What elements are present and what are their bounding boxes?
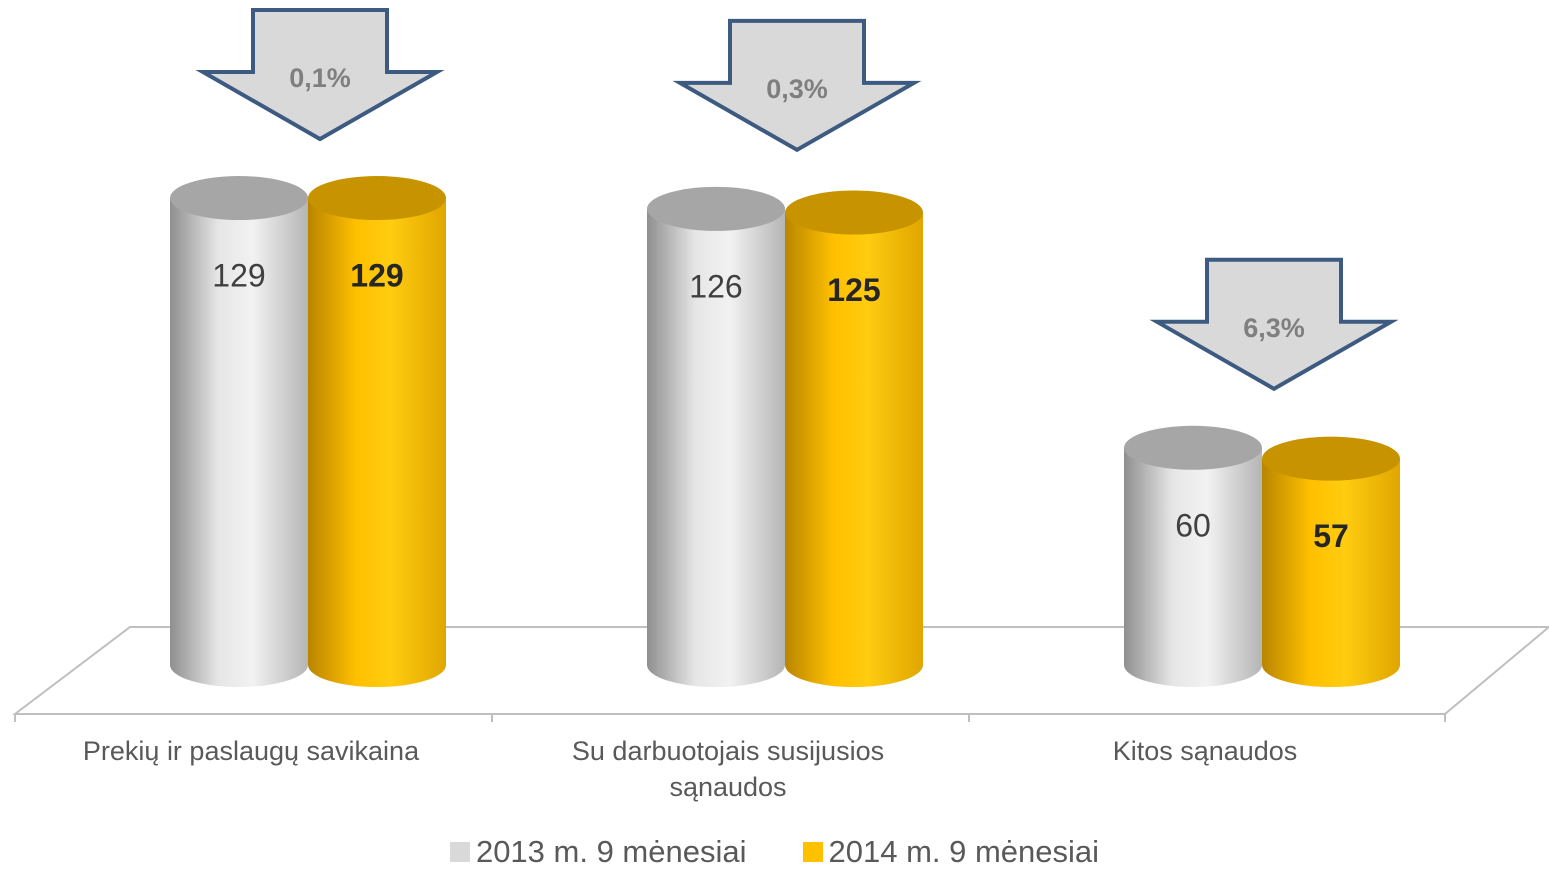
legend-item: 2014 m. 9 mėnesiai bbox=[802, 834, 1100, 869]
legend-swatch bbox=[802, 842, 823, 862]
bar-top bbox=[1262, 436, 1400, 481]
legend-label: 2014 m. 9 mėnesiai bbox=[828, 834, 1100, 869]
value-label: 126 bbox=[689, 268, 742, 304]
bar bbox=[785, 212, 923, 687]
x-tick-label: Su darbuotojais susijusios sąnaudos bbox=[571, 736, 885, 802]
annotation-arrow bbox=[1149, 257, 1399, 392]
value-label: 125 bbox=[827, 272, 880, 308]
bar-top bbox=[308, 176, 446, 221]
bar bbox=[308, 198, 446, 687]
bar bbox=[170, 198, 308, 687]
legend-swatch bbox=[449, 842, 470, 862]
annotation-arrow bbox=[195, 8, 445, 142]
x-tick-label: Kitos sąnaudos bbox=[1112, 736, 1298, 766]
annotation-arrow bbox=[672, 18, 922, 153]
bar-top bbox=[647, 186, 785, 231]
bar-top bbox=[785, 190, 923, 235]
legend-label: 2013 m. 9 mėnesiai bbox=[475, 834, 747, 869]
bar bbox=[647, 208, 785, 687]
category-ticks bbox=[14, 714, 1446, 722]
value-label: 129 bbox=[350, 257, 403, 293]
annotation: 0,3% bbox=[766, 74, 828, 104]
bar bbox=[1262, 458, 1400, 687]
bar bbox=[1124, 447, 1262, 687]
legend-item: 2013 m. 9 mėnesiai bbox=[449, 834, 747, 869]
annotation: 0,1% bbox=[289, 63, 351, 93]
bar-top bbox=[170, 176, 308, 221]
legend: 2013 m. 9 mėnesiai 2014 m. 9 mėnesiai bbox=[0, 834, 1549, 869]
value-label: 57 bbox=[1313, 518, 1349, 554]
value-label: 129 bbox=[212, 257, 265, 293]
annotation: 6,3% bbox=[1243, 313, 1305, 343]
x-tick-label: Prekių ir paslaugų savikaina bbox=[82, 736, 420, 766]
value-label: 60 bbox=[1175, 507, 1211, 543]
bar-top bbox=[1124, 425, 1262, 470]
